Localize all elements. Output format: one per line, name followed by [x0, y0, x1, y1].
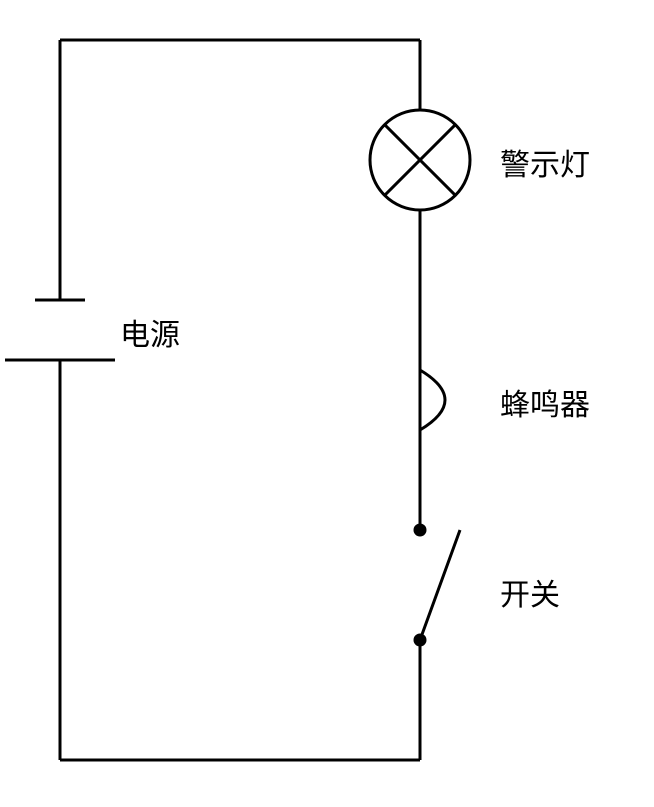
switch-label: 开关	[500, 570, 560, 614]
circuit-diagram: 警示灯 蜂鸣器 开关 电源	[0, 0, 654, 807]
power-label: 电源	[120, 310, 180, 354]
buzzer-label: 蜂鸣器	[500, 380, 590, 424]
lamp-label: 警示灯	[500, 140, 590, 184]
